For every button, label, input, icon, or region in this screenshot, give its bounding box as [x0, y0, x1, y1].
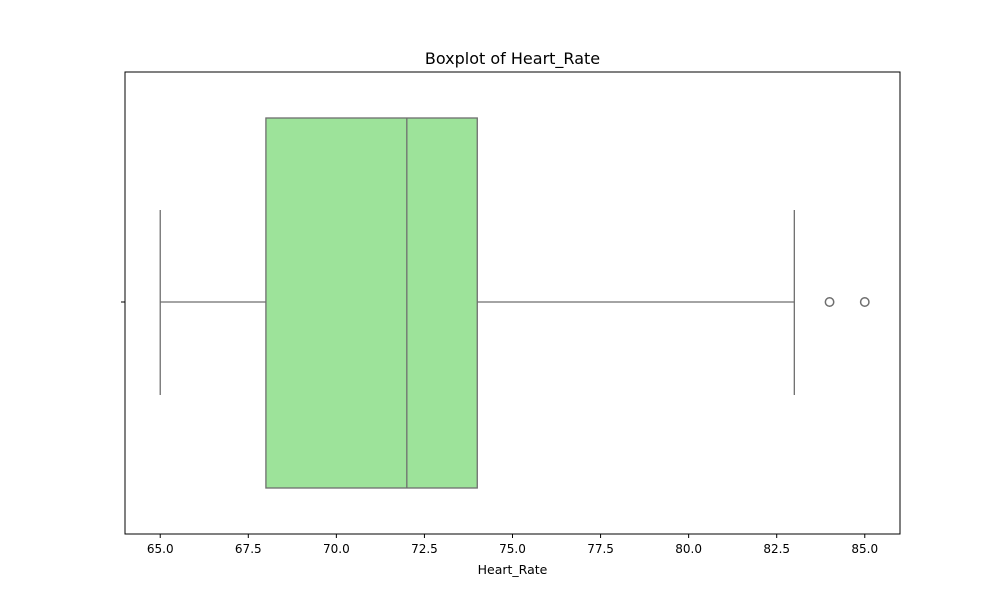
x-axis: 65.0 67.5 70.0 72.5 75.0 77.5 80.0 82.5 85.0 — [147, 534, 878, 556]
outlier-point — [859, 297, 870, 307]
x-tick-label: 70.0 — [323, 542, 350, 556]
outlier-point — [824, 297, 835, 307]
x-tick-label: 65.0 — [147, 542, 174, 556]
x-tick-label: 80.0 — [675, 542, 702, 556]
x-tick-label: 67.5 — [235, 542, 262, 556]
x-tick-label: 75.0 — [499, 542, 526, 556]
interquartile-box — [265, 117, 478, 489]
x-tick-label: 72.5 — [411, 542, 438, 556]
chart-title: Boxplot of Heart_Rate — [425, 49, 600, 69]
plot-area — [159, 117, 870, 489]
x-tick-label: 77.5 — [587, 542, 614, 556]
x-tick-label: 85.0 — [851, 542, 878, 556]
x-tick-label: 82.5 — [763, 542, 790, 556]
x-axis-label: Heart_Rate — [478, 562, 548, 577]
plot-frame — [124, 71, 901, 535]
